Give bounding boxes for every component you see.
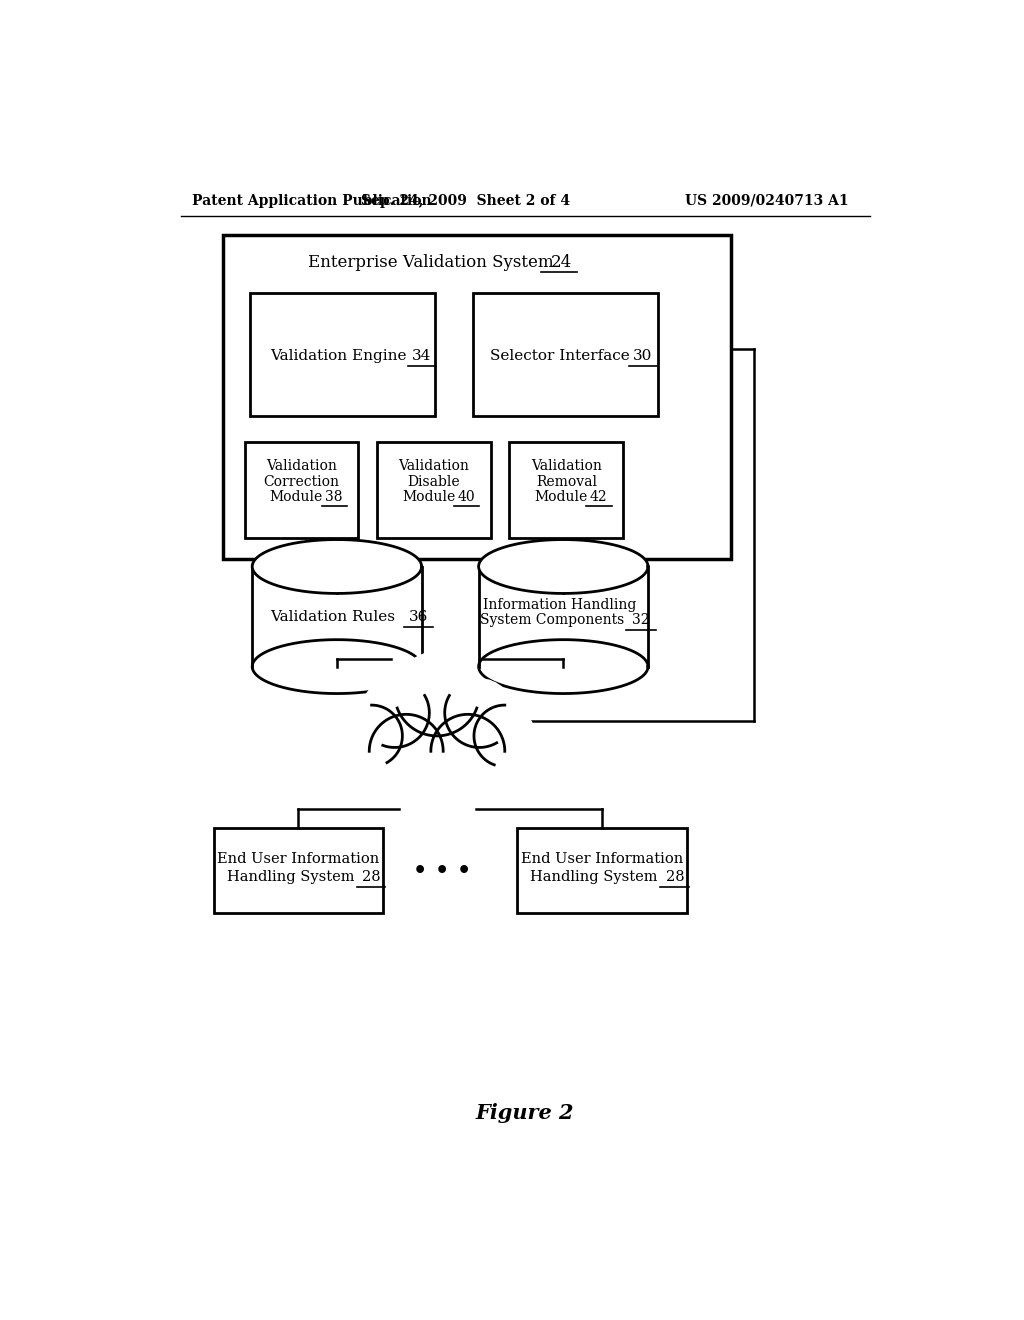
Text: System Components: System Components bbox=[480, 614, 625, 627]
Text: • • •: • • • bbox=[414, 859, 471, 882]
Bar bbox=[214, 829, 383, 913]
Bar bbox=[250, 293, 435, 416]
Circle shape bbox=[341, 705, 402, 767]
Bar bbox=[473, 293, 658, 416]
Text: 28: 28 bbox=[666, 870, 684, 884]
Bar bbox=[478, 566, 648, 667]
Text: 42: 42 bbox=[590, 490, 607, 504]
Text: Patent Application Publication: Patent Application Publication bbox=[193, 194, 432, 207]
Text: 30: 30 bbox=[633, 350, 652, 363]
Text: Enterprise Validation System: Enterprise Validation System bbox=[308, 253, 554, 271]
Text: Disable: Disable bbox=[408, 475, 460, 488]
Polygon shape bbox=[252, 640, 422, 693]
Text: 36: 36 bbox=[409, 610, 428, 624]
Text: Module: Module bbox=[535, 490, 588, 504]
Bar bbox=[245, 442, 358, 539]
Bar bbox=[517, 829, 686, 913]
Text: 24: 24 bbox=[551, 253, 572, 271]
Text: US 2009/0240713 A1: US 2009/0240713 A1 bbox=[685, 194, 849, 207]
Text: 38: 38 bbox=[325, 490, 343, 504]
Text: Network: Network bbox=[403, 733, 471, 747]
Polygon shape bbox=[478, 640, 648, 693]
Polygon shape bbox=[478, 540, 648, 594]
Text: 40: 40 bbox=[458, 490, 475, 504]
Text: Figure 2: Figure 2 bbox=[475, 1104, 574, 1123]
Circle shape bbox=[360, 678, 429, 747]
Text: Sep. 24, 2009  Sheet 2 of 4: Sep. 24, 2009 Sheet 2 of 4 bbox=[360, 194, 570, 207]
Text: Handling System: Handling System bbox=[530, 870, 657, 884]
Text: Module: Module bbox=[269, 490, 323, 504]
Text: 26: 26 bbox=[473, 733, 493, 747]
Circle shape bbox=[394, 651, 479, 737]
Text: End User Information: End User Information bbox=[520, 853, 683, 866]
Text: Module: Module bbox=[402, 490, 456, 504]
Text: End User Information: End User Information bbox=[217, 853, 380, 866]
Text: 28: 28 bbox=[362, 870, 381, 884]
Text: Validation: Validation bbox=[530, 459, 602, 474]
Text: Validation: Validation bbox=[398, 459, 469, 474]
Bar bbox=[377, 442, 490, 539]
Polygon shape bbox=[252, 540, 422, 594]
Circle shape bbox=[444, 678, 514, 747]
Text: 32: 32 bbox=[632, 614, 650, 627]
Bar bbox=[223, 235, 731, 558]
Bar bbox=[252, 566, 422, 667]
Circle shape bbox=[474, 705, 536, 767]
Text: Validation: Validation bbox=[266, 459, 337, 474]
Circle shape bbox=[431, 714, 505, 788]
Text: Selector Interface: Selector Interface bbox=[489, 350, 630, 363]
Text: Information Handling: Information Handling bbox=[482, 598, 636, 612]
Text: Removal: Removal bbox=[536, 475, 597, 488]
Text: Validation Engine: Validation Engine bbox=[270, 350, 407, 363]
Text: 34: 34 bbox=[412, 350, 431, 363]
Text: Validation Rules: Validation Rules bbox=[270, 610, 395, 624]
Bar bbox=[509, 442, 624, 539]
Circle shape bbox=[370, 714, 443, 788]
Text: Handling System: Handling System bbox=[227, 870, 354, 884]
Text: Correction: Correction bbox=[263, 475, 340, 488]
